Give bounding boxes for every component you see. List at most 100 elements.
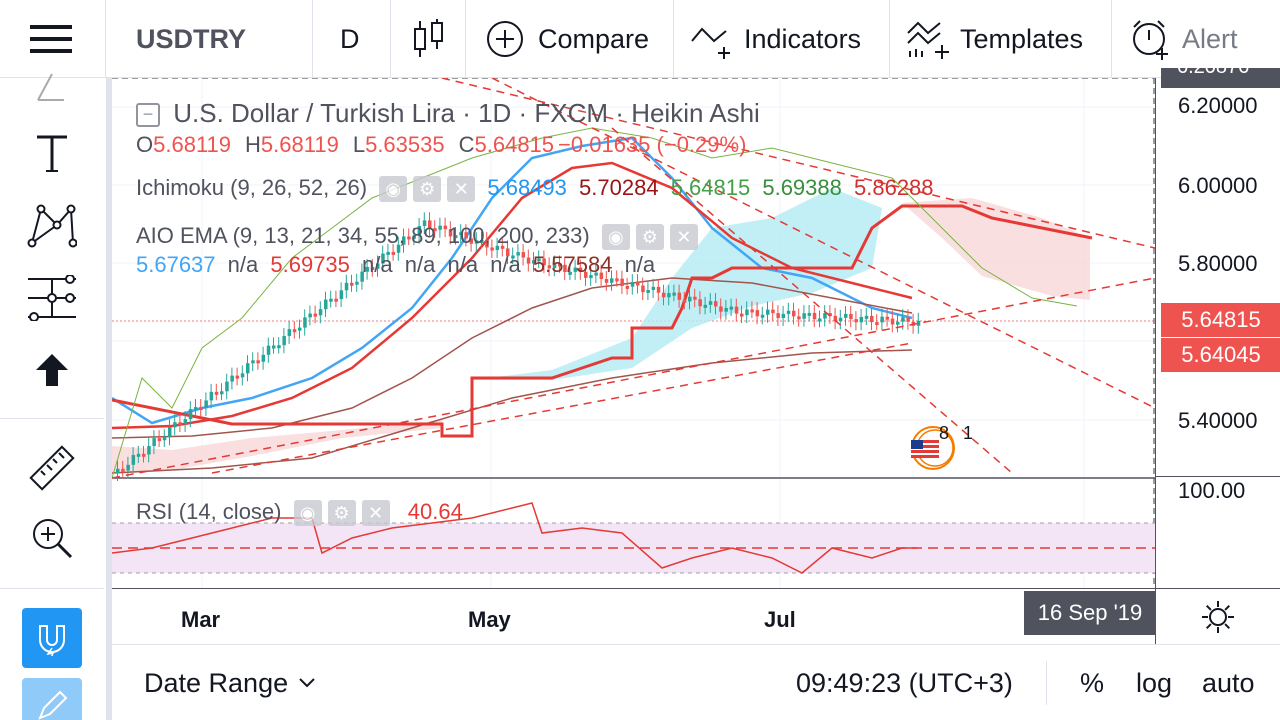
top-toolbar: USDTRY D Compare Indicators Templates Al… bbox=[0, 0, 1280, 78]
percent-scale-toggle[interactable]: % bbox=[1080, 667, 1105, 698]
indicators-button[interactable]: Indicators bbox=[690, 0, 861, 78]
trend-lines bbox=[112, 78, 1155, 479]
candle-body bbox=[344, 282, 349, 291]
candle-body bbox=[485, 239, 489, 248]
arrow-up-icon bbox=[36, 354, 68, 386]
gear-icon[interactable]: ⚙ bbox=[327, 500, 356, 527]
alert-button[interactable]: Alert bbox=[1130, 0, 1238, 78]
time-tick: May bbox=[468, 607, 511, 632]
candle-body bbox=[266, 345, 271, 355]
candle-body bbox=[402, 236, 406, 245]
text-tool[interactable] bbox=[22, 124, 82, 184]
templates-button[interactable]: Templates bbox=[906, 0, 1083, 78]
candle-body bbox=[625, 285, 630, 289]
candle-body bbox=[708, 301, 713, 305]
candles-icon bbox=[414, 19, 443, 57]
candle-body bbox=[844, 313, 848, 318]
candle-body bbox=[864, 315, 869, 319]
last-price-label-2: 5.64045 bbox=[1161, 338, 1280, 372]
trend-line bbox=[441, 78, 1155, 249]
auto-scale-toggle[interactable]: auto bbox=[1202, 667, 1255, 698]
candle-body bbox=[511, 255, 515, 259]
candle-body bbox=[194, 407, 198, 411]
candle-body bbox=[532, 260, 536, 264]
date-range-button[interactable]: Date Range bbox=[144, 645, 316, 720]
candle-body bbox=[407, 236, 411, 240]
close-icon[interactable]: ✕ bbox=[361, 500, 390, 527]
candle-body bbox=[261, 354, 266, 362]
candle-body bbox=[282, 335, 286, 346]
arrow-tool[interactable] bbox=[22, 340, 82, 400]
candle-body bbox=[880, 316, 884, 323]
price-scale[interactable]: 6.20876 6.20000 6.00000 5.80000 5.64815 … bbox=[1155, 68, 1280, 588]
candle-body bbox=[781, 313, 786, 319]
price-chart[interactable] bbox=[112, 78, 1155, 588]
trend-line bbox=[491, 78, 1155, 409]
candle-body bbox=[682, 299, 687, 303]
chart-style-button[interactable] bbox=[412, 0, 446, 78]
candle-body bbox=[142, 453, 146, 457]
candle-body bbox=[677, 292, 682, 300]
menu-button[interactable] bbox=[30, 0, 72, 78]
candle-body bbox=[558, 263, 562, 267]
candle-body bbox=[750, 309, 754, 313]
compare-button[interactable]: Compare bbox=[486, 0, 649, 78]
candle-body bbox=[688, 296, 692, 302]
sun-gear-icon bbox=[1202, 600, 1234, 633]
candle-body bbox=[776, 313, 780, 319]
bottom-toolbar: Date Range 09:49:23 (UTC+3) % log auto bbox=[112, 644, 1280, 720]
gear-icon[interactable]: ⚙ bbox=[413, 176, 442, 203]
magnet-mode-button[interactable] bbox=[22, 608, 82, 668]
pattern-tool[interactable] bbox=[22, 196, 82, 256]
economic-event-badge[interactable]: 8 1 bbox=[903, 423, 973, 470]
log-scale-toggle[interactable]: log bbox=[1136, 667, 1173, 698]
candle-body bbox=[308, 313, 312, 318]
templates-label: Templates bbox=[960, 23, 1084, 54]
ruler-icon bbox=[29, 445, 75, 491]
candle-body bbox=[833, 315, 838, 322]
close-icon[interactable]: ✕ bbox=[447, 176, 476, 203]
ohlc-open: 5.68119 bbox=[153, 132, 232, 157]
close-icon[interactable]: ✕ bbox=[669, 224, 698, 251]
candle-body bbox=[818, 318, 822, 322]
chart-settings-button[interactable] bbox=[1155, 588, 1280, 644]
rsi-line bbox=[112, 502, 917, 574]
candle-body bbox=[651, 286, 656, 290]
us-flag-icon bbox=[911, 426, 955, 470]
drawing-mode-button[interactable] bbox=[22, 678, 82, 720]
candle-body bbox=[136, 453, 141, 457]
eye-icon[interactable]: ◉ bbox=[293, 500, 322, 527]
gear-icon[interactable]: ⚙ bbox=[635, 224, 664, 251]
candle-body bbox=[568, 271, 572, 275]
prediction-tool[interactable] bbox=[22, 268, 82, 328]
last-price-label: 5.64815 bbox=[1161, 303, 1280, 337]
eraser-tool[interactable] bbox=[22, 68, 82, 104]
magnet-icon bbox=[39, 625, 65, 656]
candle-body bbox=[220, 391, 224, 395]
indicator-lines bbox=[112, 127, 1093, 479]
indicator-line bbox=[112, 127, 1078, 479]
candle-body bbox=[157, 438, 162, 442]
measure-tool[interactable] bbox=[22, 438, 82, 498]
candle-body bbox=[131, 455, 136, 465]
candle-body bbox=[547, 265, 552, 269]
eye-icon[interactable]: ◉ bbox=[601, 224, 630, 251]
eye-icon[interactable]: ◉ bbox=[379, 176, 408, 203]
candle-body bbox=[724, 308, 728, 312]
symbol-search-button[interactable]: USDTRY bbox=[136, 23, 247, 54]
candle-body bbox=[152, 438, 156, 447]
time-axis[interactable]: Mar May Jul bbox=[112, 588, 1155, 644]
candle-body bbox=[391, 251, 396, 255]
interval-button[interactable]: D bbox=[340, 23, 360, 54]
candle-body bbox=[745, 309, 749, 316]
zoom-tool[interactable] bbox=[22, 508, 82, 568]
timezone-clock[interactable]: 09:49:23 (UTC+3) bbox=[796, 667, 1013, 698]
rsi-tick: 100.00 bbox=[1178, 478, 1246, 503]
candle-body bbox=[906, 317, 910, 322]
collapse-legend-icon[interactable]: − bbox=[136, 103, 160, 128]
text-icon bbox=[37, 135, 67, 172]
templates-icon bbox=[907, 21, 949, 59]
candle-body bbox=[480, 239, 484, 243]
candle-body bbox=[740, 313, 744, 317]
candle-body bbox=[147, 446, 151, 455]
